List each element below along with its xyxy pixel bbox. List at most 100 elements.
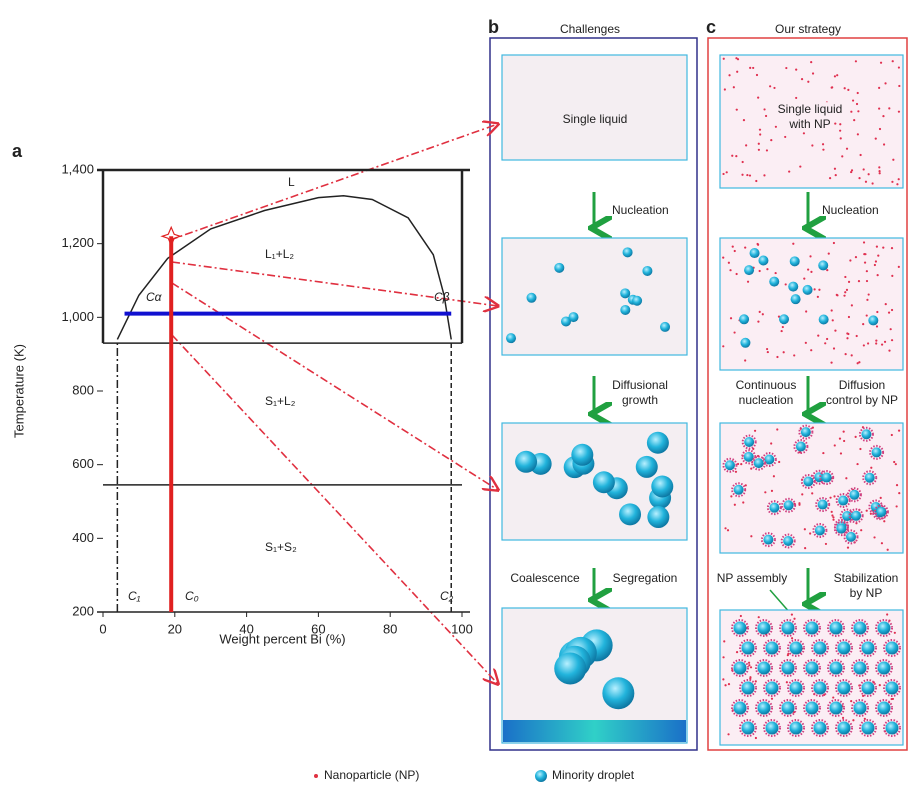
label: Continuous: [736, 378, 797, 392]
nanoparticle: [888, 312, 890, 314]
nanoparticle: [741, 174, 743, 176]
nanoparticle: [752, 67, 754, 69]
nanoparticle: [737, 58, 739, 60]
nanoparticle: [812, 72, 814, 74]
label: Diffusion: [839, 378, 885, 392]
nanoparticle: [755, 737, 757, 739]
nanoparticle: [890, 328, 892, 330]
nanoparticle: [740, 615, 742, 617]
nanoparticle: [724, 527, 726, 529]
nanoparticle: [848, 281, 850, 283]
nanoparticle: [724, 684, 726, 686]
droplet: [651, 475, 673, 497]
droplet: [763, 535, 773, 545]
nanoparticle: [876, 325, 878, 327]
nanoparticle: [898, 430, 900, 432]
x-tick-label: 20: [168, 621, 182, 636]
nanoparticle: [791, 613, 793, 615]
y-tick-label: 1,400: [61, 161, 94, 176]
nanoparticle: [809, 255, 811, 257]
nanoparticle: [728, 683, 730, 685]
nanoparticle: [769, 85, 771, 87]
figure: a2004006008001,0001,2001,400020406080100…: [0, 0, 908, 790]
nanoparticle: [832, 696, 834, 698]
nanoparticle: [831, 514, 833, 516]
nanoparticle: [848, 316, 850, 318]
label: Nucleation: [822, 203, 879, 217]
nanoparticle: [773, 87, 775, 89]
droplet: [838, 496, 848, 506]
nanoparticle: [807, 268, 809, 270]
nanoparticle: [888, 349, 890, 351]
nanoparticle: [885, 303, 887, 305]
panel-title: Our strategy: [775, 22, 841, 36]
droplet: [790, 722, 803, 735]
droplet: [796, 442, 806, 452]
droplet: [865, 473, 875, 483]
nanoparticle: [896, 505, 898, 507]
segregated-layer: [503, 720, 686, 742]
droplet: [779, 314, 789, 324]
nanoparticle: [862, 323, 864, 325]
droplet: [818, 260, 828, 270]
nanoparticle: [880, 62, 882, 64]
nanoparticle: [839, 438, 841, 440]
nanoparticle: [857, 110, 859, 112]
droplet: [862, 682, 875, 695]
nanoparticle: [722, 678, 724, 680]
nanoparticle: [875, 260, 877, 262]
droplet: [766, 722, 779, 735]
droplet: [527, 293, 537, 303]
nanoparticle: [722, 345, 724, 347]
label: nucleation: [739, 393, 794, 407]
droplet: [602, 677, 634, 709]
nanoparticle: [822, 143, 824, 145]
label: with NP: [788, 117, 830, 131]
nanoparticle: [758, 616, 760, 618]
nanoparticle: [836, 294, 838, 296]
droplet: [742, 682, 755, 695]
nanoparticle: [754, 430, 756, 432]
nanoparticle: [833, 347, 835, 349]
nanoparticle: [749, 67, 751, 69]
nanoparticle: [842, 717, 844, 719]
droplet: [790, 256, 800, 266]
nanoparticle: [757, 96, 759, 98]
nanoparticle: [831, 309, 833, 311]
nanoparticle: [722, 257, 724, 259]
nanoparticle: [749, 174, 751, 176]
nanoparticle: [832, 319, 834, 321]
nanoparticle: [759, 129, 761, 131]
nanoparticle: [805, 310, 807, 312]
nanoparticle: [881, 343, 883, 345]
nanoparticle: [784, 136, 786, 138]
nanoparticle: [871, 182, 873, 184]
nanoparticle: [744, 359, 746, 361]
droplet: [878, 622, 891, 635]
nanoparticle: [766, 149, 768, 151]
nanoparticle: [855, 60, 857, 62]
nanoparticle: [788, 170, 790, 172]
nanoparticle: [856, 463, 858, 465]
droplet: [769, 503, 779, 513]
nanoparticle: [868, 173, 870, 175]
nanoparticle: [834, 168, 836, 170]
nanoparticle: [730, 317, 732, 319]
nanoparticle: [891, 247, 893, 249]
nanoparticle: [744, 246, 746, 248]
nanoparticle: [773, 475, 775, 477]
legend-droplet: [535, 770, 547, 782]
nanoparticle: [882, 115, 884, 117]
nanoparticle: [855, 436, 857, 438]
nanoparticle: [807, 81, 809, 83]
nanoparticle: [804, 547, 806, 549]
nanoparticle: [884, 82, 886, 84]
droplet: [790, 642, 803, 655]
nanoparticle: [877, 255, 879, 257]
nanoparticle: [775, 126, 777, 128]
droplet: [838, 642, 851, 655]
nanoparticle: [834, 330, 836, 332]
nanoparticle: [845, 477, 847, 479]
nanoparticle: [763, 174, 765, 176]
nanoparticle: [763, 108, 765, 110]
